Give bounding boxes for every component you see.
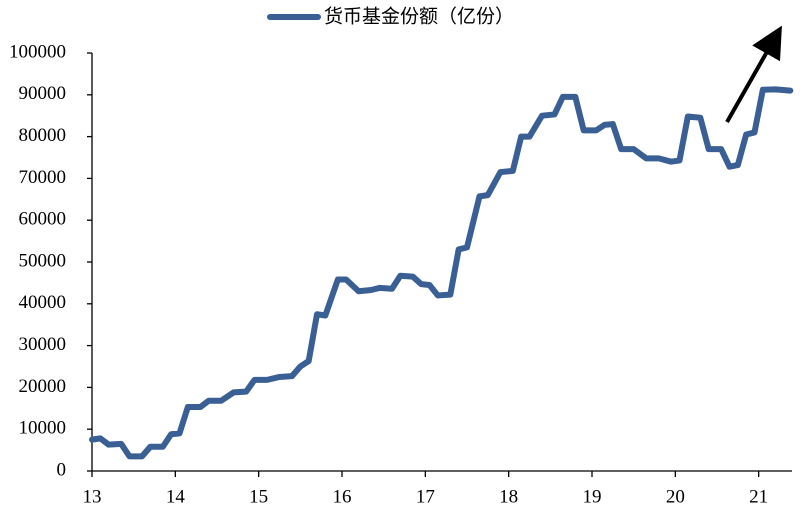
x-tick-label: 20 bbox=[666, 486, 685, 507]
x-tick-label: 21 bbox=[749, 486, 768, 507]
x-tick-label: 15 bbox=[249, 486, 268, 507]
y-tick-label: 100000 bbox=[9, 41, 66, 62]
y-tick-label: 30000 bbox=[19, 334, 67, 355]
legend-label: 货币基金份额（亿份） bbox=[324, 6, 514, 28]
x-tick-label: 13 bbox=[83, 486, 102, 507]
x-tick-label: 16 bbox=[333, 486, 352, 507]
y-tick-label: 10000 bbox=[19, 418, 67, 439]
y-tick-label: 20000 bbox=[19, 376, 67, 397]
x-tick-label: 14 bbox=[166, 486, 186, 507]
y-tick-label: 90000 bbox=[19, 83, 67, 104]
y-tick-label: 0 bbox=[57, 459, 67, 480]
x-tick-label: 18 bbox=[499, 486, 518, 507]
y-tick-label: 50000 bbox=[19, 250, 67, 271]
data-line bbox=[89, 86, 794, 460]
x-tick-label: 17 bbox=[416, 486, 435, 507]
y-tick-label: 80000 bbox=[19, 125, 67, 146]
x-tick-label: 19 bbox=[583, 486, 602, 507]
y-tick-label: 40000 bbox=[19, 292, 67, 313]
y-tick-label: 60000 bbox=[19, 209, 67, 230]
annotation-arrow bbox=[725, 25, 782, 123]
y-tick-label: 70000 bbox=[19, 167, 67, 188]
